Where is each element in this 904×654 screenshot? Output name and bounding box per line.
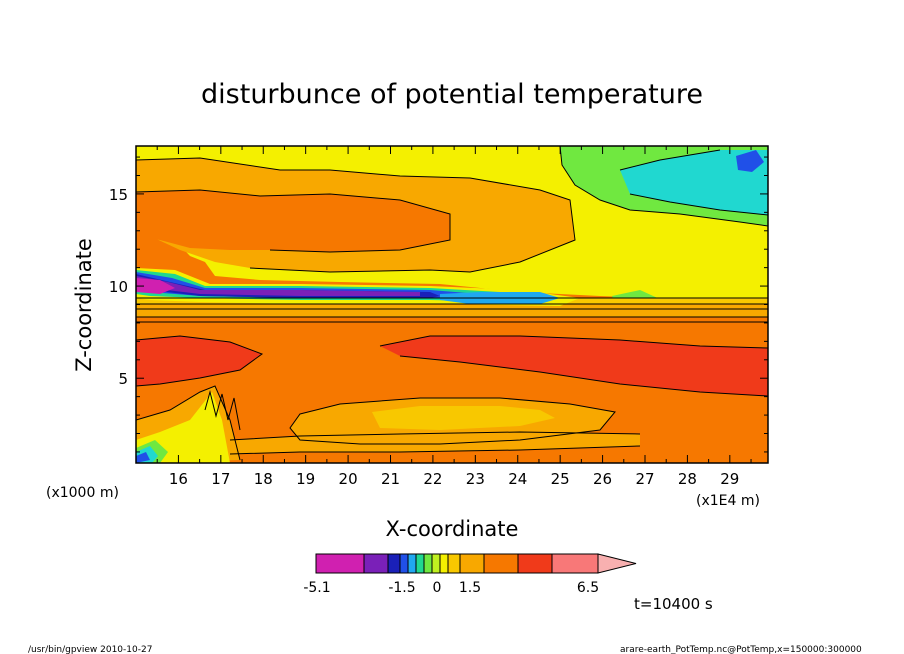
colorbar-swatch — [415, 553, 425, 574]
x-unit-right: (x1E4 m) — [696, 493, 760, 509]
contour-region-bottom-blue — [136, 452, 150, 463]
colorbar-swatch — [423, 553, 433, 574]
y-tick-label: 10 — [109, 278, 128, 296]
colorbar-label: -1.5 — [388, 580, 415, 596]
x-tick-label: 20 — [339, 470, 358, 488]
colorbar-swatch — [407, 553, 417, 574]
x-unit-left: (x1000 m) — [46, 485, 119, 501]
x-tick-label: 22 — [423, 470, 442, 488]
colorbar-swatch — [399, 553, 409, 574]
colorbar-swatch — [363, 553, 389, 574]
x-tick-label: 28 — [678, 470, 697, 488]
contour-region-lower-yellow — [372, 406, 555, 430]
contour-field — [136, 146, 768, 463]
contour-region-blue-top — [736, 150, 764, 172]
x-tick-label: 27 — [635, 470, 654, 488]
contour-region-cold-purple — [136, 276, 420, 296]
time-annotation: t=10400 s — [634, 595, 713, 613]
colorbar-label: -5.1 — [303, 580, 330, 596]
x-tick-label: 18 — [254, 470, 273, 488]
contour-region-lower-red-left — [136, 336, 262, 386]
colorbar-swatch — [459, 553, 485, 574]
x-tick-label: 24 — [508, 470, 527, 488]
x-tick-label: 17 — [211, 470, 230, 488]
x-tick-label: 25 — [551, 470, 570, 488]
colorbar-swatch — [551, 553, 599, 574]
colorbar-label: 1.5 — [459, 580, 481, 596]
colorbar-labels: -5.1 -1.5 0 1.5 6.5 — [303, 580, 599, 596]
x-tick-label: 19 — [296, 470, 315, 488]
colorbar-swatch — [447, 553, 461, 574]
y-tick-label: 15 — [109, 186, 128, 204]
y-tick-label: 5 — [118, 370, 128, 388]
band-orange-2 — [136, 309, 768, 317]
x-tick-label: 23 — [466, 470, 485, 488]
colorbar-label: 0 — [433, 580, 442, 596]
colorbar — [315, 553, 637, 574]
y-axis-label: Z-coordinate — [72, 238, 96, 372]
plot-area: 16 17 18 19 20 21 22 23 24 25 26 27 28 29 5 10 15 — [109, 145, 769, 488]
x-tick-label: 16 — [169, 470, 188, 488]
colorbar-label: 6.5 — [577, 580, 599, 596]
contour-region-cyan-top — [620, 150, 768, 215]
footer-right: arare-earth_PotTemp.nc@PotTemp,x=150000:… — [620, 645, 862, 654]
colorbar-swatch — [315, 553, 365, 574]
contour-region-cold-magenta — [136, 278, 175, 294]
colorbar-swatch — [431, 553, 441, 574]
contour-lines — [136, 146, 768, 461]
y-axis-ticks: 5 10 15 — [109, 156, 768, 453]
x-axis-ticks: 16 17 18 19 20 21 22 23 24 25 26 27 28 29 — [135, 146, 752, 488]
x-tick-label: 29 — [720, 470, 739, 488]
colorbar-swatch — [439, 553, 449, 574]
x-axis-label: X-coordinate — [386, 517, 519, 541]
colorbar-swatch — [387, 553, 401, 574]
x-tick-label: 21 — [381, 470, 400, 488]
band-orange-1 — [136, 304, 768, 309]
footer-left: /usr/bin/gpview 2010-10-27 — [28, 645, 152, 654]
colorbar-swatch — [517, 553, 553, 574]
colorbar-swatch — [483, 553, 519, 574]
colorbar-arrow — [597, 553, 637, 574]
contour-region-upper-dark-orange — [136, 190, 450, 252]
x-tick-label: 26 — [593, 470, 612, 488]
chart-title: disturbunce of potential temperature — [201, 79, 703, 110]
contour-region-lower-red-right — [380, 336, 768, 396]
